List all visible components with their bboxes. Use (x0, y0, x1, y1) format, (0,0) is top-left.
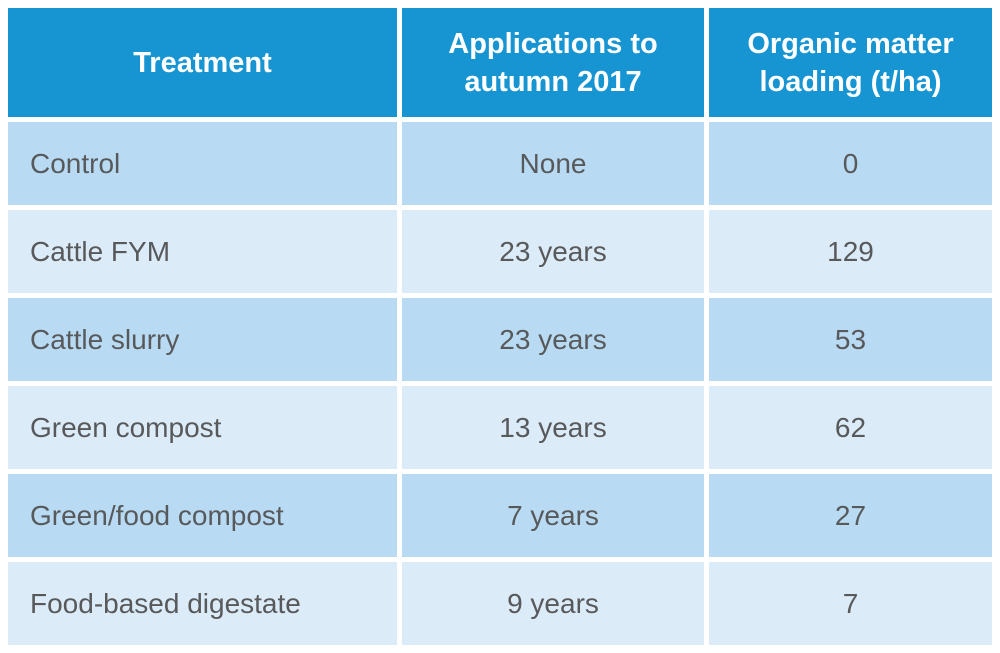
loading-cell: 62 (709, 386, 992, 469)
table-row: Green compost 13 years 62 (8, 386, 992, 469)
column-header-applications: Applications to autumn 2017 (402, 8, 704, 117)
header-row: Treatment Applications to autumn 2017 Or… (8, 8, 992, 117)
treatment-cell: Cattle FYM (8, 210, 397, 293)
loading-cell: 129 (709, 210, 992, 293)
applications-cell: None (402, 122, 704, 205)
table-header: Treatment Applications to autumn 2017 Or… (8, 8, 992, 117)
treatment-cell: Control (8, 122, 397, 205)
table-row: Control None 0 (8, 122, 992, 205)
table-row: Green/food compost 7 years 27 (8, 474, 992, 557)
applications-cell: 23 years (402, 298, 704, 381)
table-row: Food-based digestate 9 years 7 (8, 562, 992, 645)
table-row: Cattle slurry 23 years 53 (8, 298, 992, 381)
column-header-organic-matter-loading: Organic matter loading (t/ha) (709, 8, 992, 117)
treatment-cell: Green compost (8, 386, 397, 469)
treatment-cell: Cattle slurry (8, 298, 397, 381)
treatment-cell: Food-based digestate (8, 562, 397, 645)
loading-cell: 0 (709, 122, 992, 205)
table-row: Cattle FYM 23 years 129 (8, 210, 992, 293)
applications-cell: 7 years (402, 474, 704, 557)
loading-cell: 53 (709, 298, 992, 381)
applications-cell: 9 years (402, 562, 704, 645)
treatment-cell: Green/food compost (8, 474, 397, 557)
column-header-treatment: Treatment (8, 8, 397, 117)
loading-cell: 7 (709, 562, 992, 645)
loading-cell: 27 (709, 474, 992, 557)
table-body: Control None 0 Cattle FYM 23 years 129 Cattle … (8, 122, 992, 645)
applications-cell: 13 years (402, 386, 704, 469)
applications-cell: 23 years (402, 210, 704, 293)
treatments-table: Treatment Applications to autumn 2017 Or… (3, 3, 997, 650)
